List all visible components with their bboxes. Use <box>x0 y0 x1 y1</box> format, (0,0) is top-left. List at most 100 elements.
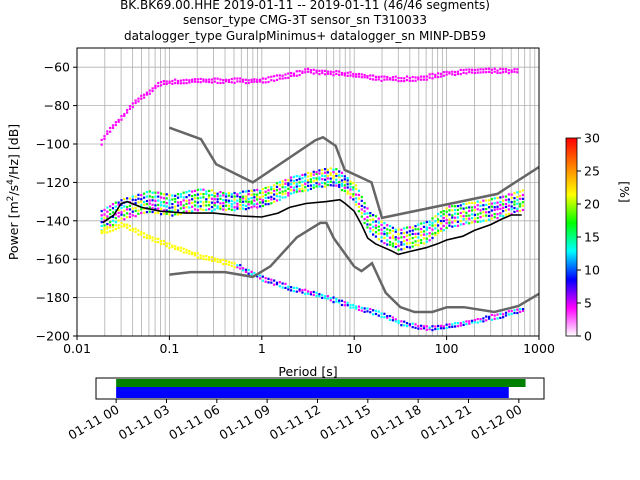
psd-cell <box>123 205 126 208</box>
psd-cell <box>414 326 417 329</box>
psd-cell <box>425 325 428 328</box>
psd-cell <box>394 78 397 81</box>
psd-cell <box>287 194 290 197</box>
psd-cell <box>369 311 372 314</box>
psd-cell <box>485 219 488 222</box>
psd-cell <box>256 198 259 201</box>
psd-cell <box>490 68 493 71</box>
psd-cell <box>459 322 462 325</box>
psd-cell <box>420 78 423 81</box>
psd-cell <box>335 300 338 303</box>
psd-cell <box>411 322 414 325</box>
psd-cell <box>374 78 378 81</box>
psd-cell <box>428 232 431 235</box>
psd-cell <box>123 223 126 226</box>
psd-cell <box>468 320 471 323</box>
psd-cell <box>298 289 301 293</box>
psd-cell <box>227 207 231 210</box>
psd-cell <box>462 321 465 324</box>
psd-cell <box>388 243 392 246</box>
psd-cell <box>106 210 109 213</box>
psd-cell <box>403 320 406 323</box>
psd-cell <box>357 72 361 76</box>
x-tick-label: 1000 <box>523 341 555 356</box>
psd-cell <box>284 286 287 290</box>
psd-cell <box>275 283 279 286</box>
psd-cell <box>411 326 414 329</box>
colorbar-tick-label: 5 <box>584 296 592 311</box>
psd-cell <box>304 71 307 74</box>
psd-cell <box>216 192 219 195</box>
psd-cell <box>309 291 313 294</box>
psd-cell <box>205 208 208 211</box>
psd-cell <box>202 201 205 204</box>
psd-cell <box>134 209 137 213</box>
psd-cell <box>414 243 417 246</box>
psd-cell <box>278 181 281 184</box>
psd-cell <box>256 193 259 196</box>
psd-cell <box>174 78 177 81</box>
psd-cell <box>499 196 502 199</box>
psd-cell <box>103 224 106 227</box>
psd-cell <box>174 200 177 203</box>
psd-cell <box>137 97 140 100</box>
psd-cell <box>459 215 462 218</box>
psd-cell <box>476 213 479 216</box>
x-tick-label: 1 <box>258 341 266 356</box>
psd-cell <box>261 275 264 278</box>
psd-cell <box>465 217 468 220</box>
psd-cell <box>499 316 502 320</box>
psd-cell <box>360 195 363 199</box>
psd-cell <box>244 197 247 200</box>
psd-cell <box>117 215 120 218</box>
psd-cell <box>131 227 134 231</box>
psd-cell <box>507 201 510 204</box>
psd-cell <box>377 75 380 79</box>
psd-cell <box>397 320 400 323</box>
psd-cell <box>369 307 372 311</box>
psd-cell <box>397 80 400 83</box>
psd-cell <box>309 178 313 181</box>
psd-cell <box>417 244 420 247</box>
psd-cell <box>346 190 349 193</box>
psd-cell <box>111 219 115 222</box>
psd-cell <box>340 71 344 75</box>
psd-cell <box>250 200 253 203</box>
psd-cell <box>332 175 335 178</box>
psd-cell <box>513 311 516 315</box>
psd-cell <box>284 186 287 189</box>
psd-cell <box>513 70 516 73</box>
psd-cell <box>343 301 346 304</box>
psd-cell <box>309 172 313 175</box>
psd-cell <box>502 316 505 319</box>
psd-cell <box>230 193 233 196</box>
psd-cell <box>256 188 259 192</box>
psd-cell <box>157 207 160 210</box>
psd-cell <box>326 168 329 171</box>
psd-cell <box>227 260 231 264</box>
timeline-tick-label: 01-11 06 <box>166 402 222 443</box>
psd-cell <box>414 235 417 238</box>
psd-cell <box>394 238 397 241</box>
psd-cell <box>496 208 499 211</box>
psd-cell <box>420 238 423 242</box>
psd-cell <box>273 184 276 187</box>
psd-cell <box>258 191 262 194</box>
psd-cell <box>519 307 522 311</box>
colorbar-gradient <box>565 137 578 337</box>
psd-cell <box>162 242 165 246</box>
psd-cell <box>408 230 411 233</box>
psd-cell <box>157 81 160 85</box>
psd-cell <box>519 205 522 208</box>
y-axis-label: Power [m2/s4/Hz] [dB] <box>6 124 21 260</box>
psd-cell <box>499 203 502 207</box>
psd-cell <box>468 222 471 225</box>
psd-cell <box>208 78 211 81</box>
psd-cell <box>176 204 180 207</box>
psd-cell <box>386 224 389 227</box>
psd-cell <box>377 78 380 81</box>
psd-cell <box>521 193 525 197</box>
psd-cell <box>157 241 160 244</box>
psd-cell <box>306 179 310 182</box>
psd-cell <box>428 76 431 79</box>
